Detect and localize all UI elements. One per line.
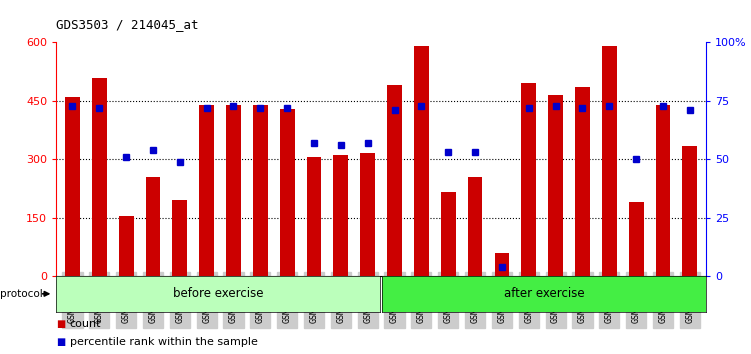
Text: protocol: protocol (0, 289, 43, 299)
Bar (656, 105, 671, 276)
Bar (306, 157, 321, 276)
Text: before exercise: before exercise (173, 287, 264, 300)
Text: ■: ■ (56, 319, 65, 329)
Bar (119, 216, 134, 276)
Bar (683, 146, 697, 276)
Bar (575, 87, 590, 276)
Bar (92, 78, 107, 276)
Text: percentile rank within the sample: percentile rank within the sample (70, 337, 258, 347)
Bar (468, 177, 482, 276)
Bar (146, 177, 161, 276)
Bar (253, 105, 267, 276)
Bar (388, 85, 402, 276)
Bar (521, 83, 536, 276)
Bar (548, 95, 563, 276)
Bar (333, 155, 348, 276)
Text: after exercise: after exercise (504, 287, 584, 300)
Bar (441, 193, 456, 276)
Bar (280, 109, 294, 276)
Bar (173, 200, 187, 276)
Bar (360, 154, 375, 276)
Bar (414, 46, 429, 276)
Bar (65, 97, 80, 276)
Text: count: count (70, 319, 101, 329)
Text: ■: ■ (56, 337, 65, 347)
Bar (199, 105, 214, 276)
Bar (226, 105, 241, 276)
Bar (629, 202, 644, 276)
Text: GDS3503 / 214045_at: GDS3503 / 214045_at (56, 18, 199, 31)
Bar (602, 46, 617, 276)
Bar (495, 253, 509, 276)
